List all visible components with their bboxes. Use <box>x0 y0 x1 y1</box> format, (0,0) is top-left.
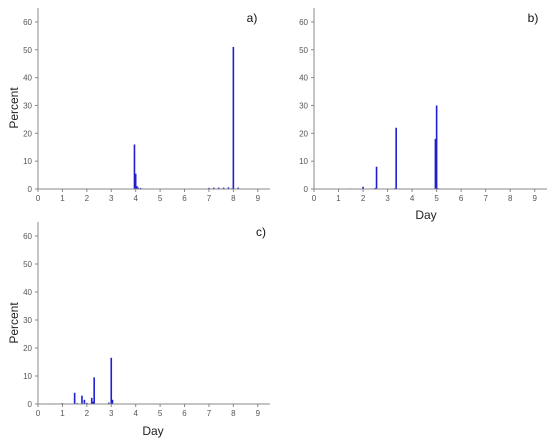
y-tick-label: 10 <box>23 157 32 166</box>
bar <box>374 187 377 189</box>
x-tick-label: 0 <box>312 194 317 203</box>
x-tick-label: 4 <box>410 194 415 203</box>
y-tick-label: 40 <box>23 288 32 297</box>
bar <box>108 402 110 404</box>
bar <box>73 392 76 404</box>
x-tick-label: 2 <box>85 409 90 418</box>
y-tick-label: 40 <box>299 74 308 83</box>
bar <box>232 46 235 190</box>
x-tick-label: 3 <box>109 194 114 203</box>
y-tick-label: 60 <box>299 18 308 27</box>
bar <box>133 144 136 189</box>
bar-series <box>49 357 114 405</box>
axes: 0 10 20 30 40 50 60 0 1 2 3 4 5 6 7 8 9 <box>23 8 270 203</box>
x-axis-label: Day <box>142 424 163 438</box>
bar <box>81 395 83 404</box>
x-tick-label: 7 <box>207 409 212 418</box>
bar <box>86 402 88 404</box>
bar <box>227 187 230 189</box>
panel-label: b) <box>528 11 539 25</box>
x-tick-label: 7 <box>483 194 488 203</box>
bar <box>136 186 138 189</box>
x-tick-label: 3 <box>109 409 114 418</box>
bar <box>237 187 240 189</box>
x-tick-label: 1 <box>60 409 65 418</box>
x-tick-label: 0 <box>36 194 41 203</box>
x-tick-label: 5 <box>158 194 163 203</box>
x-tick-label: 6 <box>182 409 187 418</box>
y-axis-label: Percent <box>7 302 21 344</box>
y-tick-label: 20 <box>23 129 32 138</box>
panel-label: a) <box>247 11 258 25</box>
bar-series <box>349 105 439 190</box>
y-tick-label: 30 <box>23 101 32 110</box>
bar <box>110 357 113 404</box>
y-tick-label: 10 <box>299 157 308 166</box>
bar <box>111 399 114 404</box>
bar <box>375 166 378 189</box>
bar <box>434 138 437 189</box>
y-tick-label: 30 <box>23 316 32 325</box>
x-tick-label: 8 <box>231 409 236 418</box>
x-tick-label: 4 <box>133 409 138 418</box>
x-tick-label: 6 <box>182 194 187 203</box>
y-tick-label: 0 <box>28 185 33 194</box>
x-tick-label: 4 <box>133 194 138 203</box>
bar <box>435 105 438 189</box>
axes: 0 10 20 30 40 50 60 0 1 2 3 4 5 6 7 8 9 <box>299 8 547 203</box>
bar <box>217 187 220 189</box>
bar <box>395 127 397 189</box>
x-tick-label: 2 <box>361 194 366 203</box>
bar <box>213 187 215 189</box>
x-axis-label: Day <box>415 208 436 222</box>
x-tick-label: 9 <box>533 194 538 203</box>
bar <box>92 401 94 404</box>
panel-label: c) <box>256 225 266 239</box>
y-tick-label: 50 <box>23 260 32 269</box>
y-tick-label: 0 <box>28 400 33 409</box>
x-tick-label: 9 <box>256 409 261 418</box>
panel-b: b) Day 0 10 20 30 40 50 60 0 1 2 3 4 5 6 7 8 9 <box>299 8 547 222</box>
y-tick-label: 20 <box>23 344 32 353</box>
x-tick-label: 8 <box>508 194 513 203</box>
panel-c: c) Percent Day 0 10 20 30 40 50 60 0 1 2 3 4 5 6 7 8 9 <box>7 222 270 438</box>
y-tick-label: 10 <box>23 372 32 381</box>
bar <box>208 187 210 189</box>
y-tick-label: 20 <box>299 129 308 138</box>
x-tick-label: 3 <box>385 194 390 203</box>
y-tick-label: 40 <box>23 74 32 83</box>
bar <box>90 397 93 404</box>
bar <box>139 187 142 189</box>
x-tick-label: 1 <box>60 194 65 203</box>
bar <box>362 186 364 189</box>
y-tick-label: 50 <box>299 46 308 55</box>
y-tick-label: 60 <box>23 232 32 241</box>
y-tick-label: 50 <box>23 46 32 55</box>
axes: 0 10 20 30 40 50 60 0 1 2 3 4 5 6 7 8 9 <box>23 222 270 418</box>
x-tick-label: 6 <box>459 194 464 203</box>
bar-series <box>86 46 240 190</box>
y-tick-label: 30 <box>299 101 308 110</box>
x-tick-label: 7 <box>207 194 212 203</box>
panel-a: a) Percent 0 10 20 30 40 50 60 0 1 2 3 4 5 6 7 8 9 <box>7 8 270 203</box>
x-tick-label: 5 <box>434 194 439 203</box>
x-tick-label: 1 <box>336 194 341 203</box>
x-tick-label: 9 <box>256 194 261 203</box>
x-tick-label: 5 <box>158 409 163 418</box>
x-tick-label: 8 <box>231 194 236 203</box>
x-tick-label: 0 <box>36 409 41 418</box>
x-tick-label: 2 <box>85 194 90 203</box>
y-tick-label: 0 <box>304 185 309 194</box>
y-axis-label: Percent <box>7 87 21 129</box>
bar <box>134 173 137 189</box>
bar <box>222 187 225 189</box>
y-tick-label: 60 <box>23 18 32 27</box>
bar <box>93 377 95 404</box>
bar <box>83 399 86 404</box>
bar <box>137 187 139 189</box>
